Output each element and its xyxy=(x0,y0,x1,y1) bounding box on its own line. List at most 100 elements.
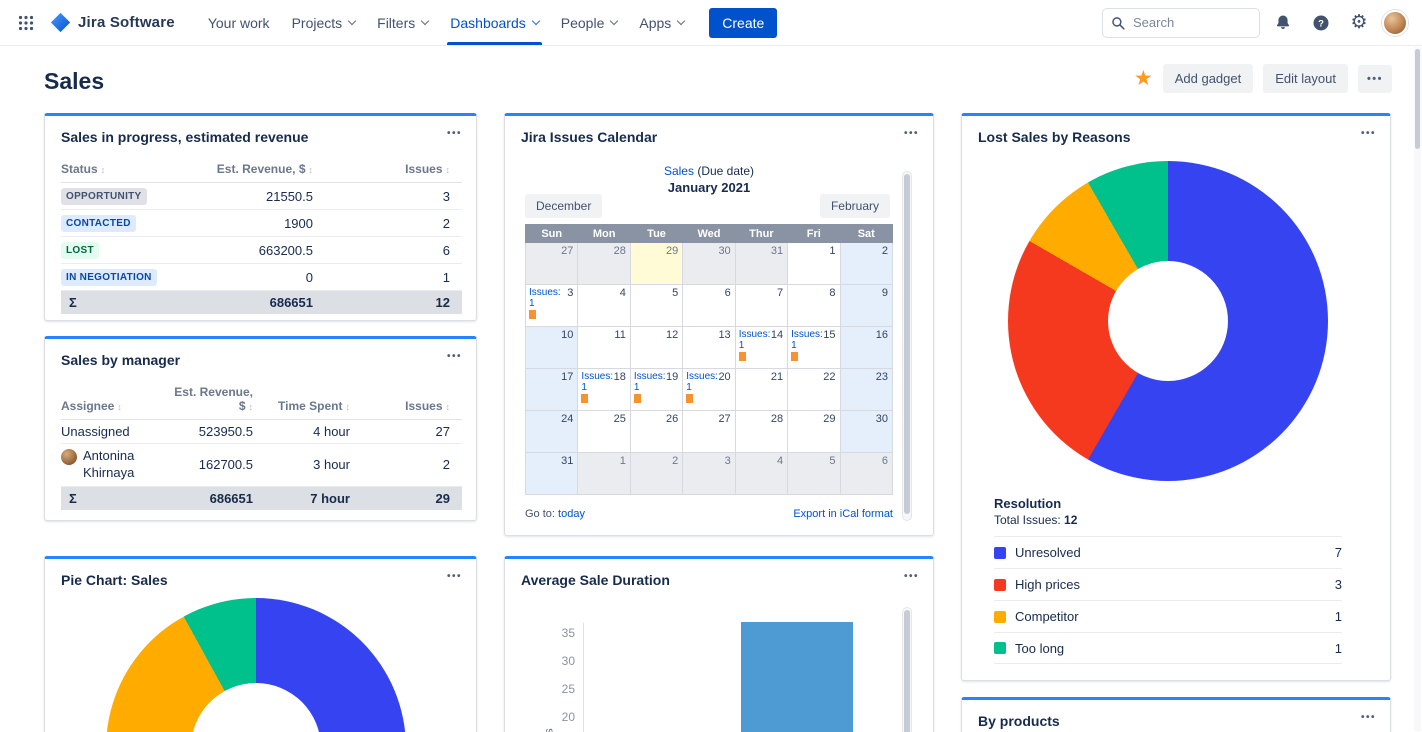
legend-label[interactable]: Competitor xyxy=(1015,609,1079,624)
col-assignee[interactable]: Assignee ↕ xyxy=(61,380,171,420)
scrollbar-thumb[interactable] xyxy=(904,174,910,514)
gadget-menu-icon[interactable]: ••• xyxy=(903,571,919,582)
col-revenue[interactable]: Est. Revenue, $ ↕ xyxy=(211,157,313,183)
legend-label[interactable]: High prices xyxy=(1015,577,1081,592)
add-gadget-button[interactable]: Add gadget xyxy=(1162,64,1254,93)
gadget-menu-icon[interactable]: ••• xyxy=(1360,712,1376,723)
calendar-day-cell[interactable]: 29 xyxy=(787,410,841,453)
create-button[interactable]: Create xyxy=(709,7,778,38)
calendar-day-cell[interactable]: 1 xyxy=(787,242,841,285)
issue-marker-icon[interactable] xyxy=(738,352,746,361)
issue-count-link[interactable]: 1 xyxy=(529,298,535,309)
status-lozenge[interactable]: LOST xyxy=(61,242,99,259)
calendar-day-cell[interactable]: 25 xyxy=(577,410,631,453)
calendar-day-cell[interactable]: 6 xyxy=(839,452,894,495)
favorite-star-icon[interactable]: ★ xyxy=(1133,67,1153,90)
calendar-day-cell[interactable]: 18 Issues: 1 xyxy=(577,368,631,411)
gadget-menu-icon[interactable]: ••• xyxy=(1360,128,1376,139)
calendar-day-cell[interactable]: 5 xyxy=(629,284,684,327)
calendar-day-cell[interactable]: 11 xyxy=(577,326,631,369)
calendar-day-cell[interactable]: 30 xyxy=(839,410,894,453)
issue-marker-icon[interactable] xyxy=(791,352,799,361)
sales-donut-chart[interactable] xyxy=(106,598,406,732)
calendar-day-cell[interactable]: 8 xyxy=(787,284,841,327)
calendar-day-cell[interactable]: 29 xyxy=(629,242,684,285)
page-more-button[interactable]: ••• xyxy=(1357,64,1392,93)
gadget-menu-icon[interactable]: ••• xyxy=(903,128,919,139)
issues-link[interactable]: Issues: xyxy=(686,371,718,382)
calendar-day-cell[interactable]: 2 xyxy=(839,242,894,285)
calendar-day-cell[interactable]: 19 Issues: 1 xyxy=(629,368,684,411)
issue-marker-icon[interactable] xyxy=(581,394,589,403)
calendar-day-cell[interactable]: 12 xyxy=(629,326,684,369)
calendar-day-cell[interactable]: 9 xyxy=(839,284,894,327)
col-status[interactable]: Status ↕ xyxy=(61,157,211,183)
issue-marker-icon[interactable] xyxy=(633,394,641,403)
issues-link[interactable]: Issues: xyxy=(581,371,614,382)
nav-projects[interactable]: Projects xyxy=(281,0,367,45)
calendar-day-cell[interactable]: 16 xyxy=(839,326,894,369)
user-avatar[interactable] xyxy=(1382,9,1408,36)
calendar-next-month-button[interactable]: February xyxy=(819,194,890,218)
calendar-day-cell[interactable]: 3 Issues: 1 xyxy=(524,284,579,327)
page-scrollbar[interactable] xyxy=(1414,47,1421,731)
calendar-day-cell[interactable]: 20 Issues: 1 xyxy=(682,368,736,411)
calendar-day-cell[interactable]: 13 xyxy=(682,326,736,369)
calendar-day-cell[interactable]: 21 xyxy=(734,368,789,411)
nav-people[interactable]: People xyxy=(550,0,629,45)
status-lozenge[interactable]: OPPORTUNITY xyxy=(61,188,147,205)
gadget-menu-icon[interactable]: ••• xyxy=(446,351,462,362)
scrollbar-thumb[interactable] xyxy=(1415,49,1420,149)
issues-link[interactable]: Issues: xyxy=(738,329,771,340)
assignee-name[interactable]: Unassigned xyxy=(61,424,130,439)
issue-count-link[interactable]: 1 xyxy=(686,382,692,393)
nav-filters[interactable]: Filters xyxy=(366,0,439,45)
calendar-day-cell[interactable]: 23 xyxy=(839,368,894,411)
calendar-day-cell[interactable]: 22 xyxy=(787,368,841,411)
gadget-menu-icon[interactable]: ••• xyxy=(446,571,462,582)
status-lozenge[interactable]: CONTACTED xyxy=(61,215,136,232)
issues-link[interactable]: Issues: xyxy=(633,371,666,382)
lost-sales-donut-chart[interactable] xyxy=(1008,161,1328,481)
calendar-day-cell[interactable]: 14 Issues: 1 xyxy=(734,326,789,369)
assignee-name[interactable]: Antonina Khirnaya xyxy=(83,448,135,480)
scrollbar-thumb[interactable] xyxy=(904,610,910,732)
calendar-day-cell[interactable]: 30 xyxy=(682,242,736,285)
gadget-menu-icon[interactable]: ••• xyxy=(446,128,462,139)
duration-bar[interactable] xyxy=(741,621,853,732)
help-button[interactable]: ? xyxy=(1306,8,1336,38)
calendar-day-cell[interactable]: 31 xyxy=(524,452,579,495)
calendar-day-cell[interactable]: 31 xyxy=(734,242,789,285)
calendar-day-cell[interactable]: 2 xyxy=(629,452,684,495)
issue-marker-icon[interactable] xyxy=(686,394,694,403)
issue-count-link[interactable]: 1 xyxy=(581,382,587,393)
calendar-day-cell[interactable]: 28 xyxy=(577,242,631,285)
calendar-filter-link[interactable]: Sales xyxy=(663,164,694,178)
nav-your-work[interactable]: Your work xyxy=(197,0,281,45)
legend-label[interactable]: Unresolved xyxy=(1015,545,1081,560)
jira-logo[interactable]: Jira Software xyxy=(50,12,175,33)
issue-count-link[interactable]: 1 xyxy=(791,340,797,351)
calendar-day-cell[interactable]: 26 xyxy=(629,410,684,453)
col-revenue[interactable]: Est. Revenue, $ ↕ xyxy=(171,380,253,420)
col-issues[interactable]: Issues ↕ xyxy=(313,157,462,183)
export-ical-link[interactable]: Export in iCal format xyxy=(793,508,893,520)
issue-count-link[interactable]: 1 xyxy=(738,340,745,351)
issue-count-link[interactable]: 1 xyxy=(633,382,640,393)
calendar-day-cell[interactable]: 4 xyxy=(577,284,631,327)
issues-link[interactable]: Issues: xyxy=(791,329,823,340)
calendar-scrollbar[interactable] xyxy=(902,171,912,521)
calendar-day-cell[interactable]: 7 xyxy=(734,284,789,327)
nav-dashboards[interactable]: Dashboards xyxy=(439,0,550,45)
status-lozenge[interactable]: IN NEGOTIATION xyxy=(61,269,157,286)
search-input[interactable] xyxy=(1102,7,1260,38)
calendar-day-cell[interactable]: 24 xyxy=(524,410,579,453)
app-switcher-icon[interactable] xyxy=(10,7,42,39)
col-time-spent[interactable]: Time Spent ↕ xyxy=(253,380,350,420)
col-issues[interactable]: Issues ↕ xyxy=(350,380,462,420)
calendar-day-cell[interactable]: 3 xyxy=(682,452,736,495)
calendar-day-cell[interactable]: 15 Issues: 1 xyxy=(787,326,841,369)
calendar-day-cell[interactable]: 6 xyxy=(682,284,736,327)
edit-layout-button[interactable]: Edit layout xyxy=(1263,64,1348,93)
calendar-day-cell[interactable]: 4 xyxy=(734,452,789,495)
